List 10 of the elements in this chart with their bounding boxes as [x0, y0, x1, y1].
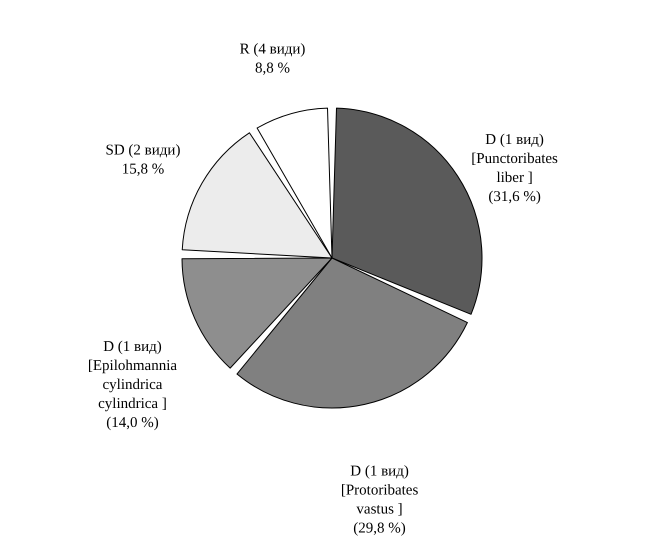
slice-label: R (4 види): [240, 41, 306, 58]
data-label: (14,0 %): [106, 414, 159, 431]
slice-label: D (1 вид) [Epilohmannia cylindrica cylindrica ]: [88, 338, 178, 412]
slice-label: SD (2 види): [106, 142, 180, 158]
data-label: 15,8 %: [122, 161, 164, 178]
data-label: (31,6 %): [488, 188, 541, 205]
data-label: (29,8 %): [353, 520, 406, 537]
slice-label: D (1 вид) [Protoribates vastus ]: [340, 464, 418, 518]
data-label: 8,8 %: [254, 60, 290, 76]
slice-label: D (1 вид) [Punctoribates liber ]: [471, 132, 558, 186]
